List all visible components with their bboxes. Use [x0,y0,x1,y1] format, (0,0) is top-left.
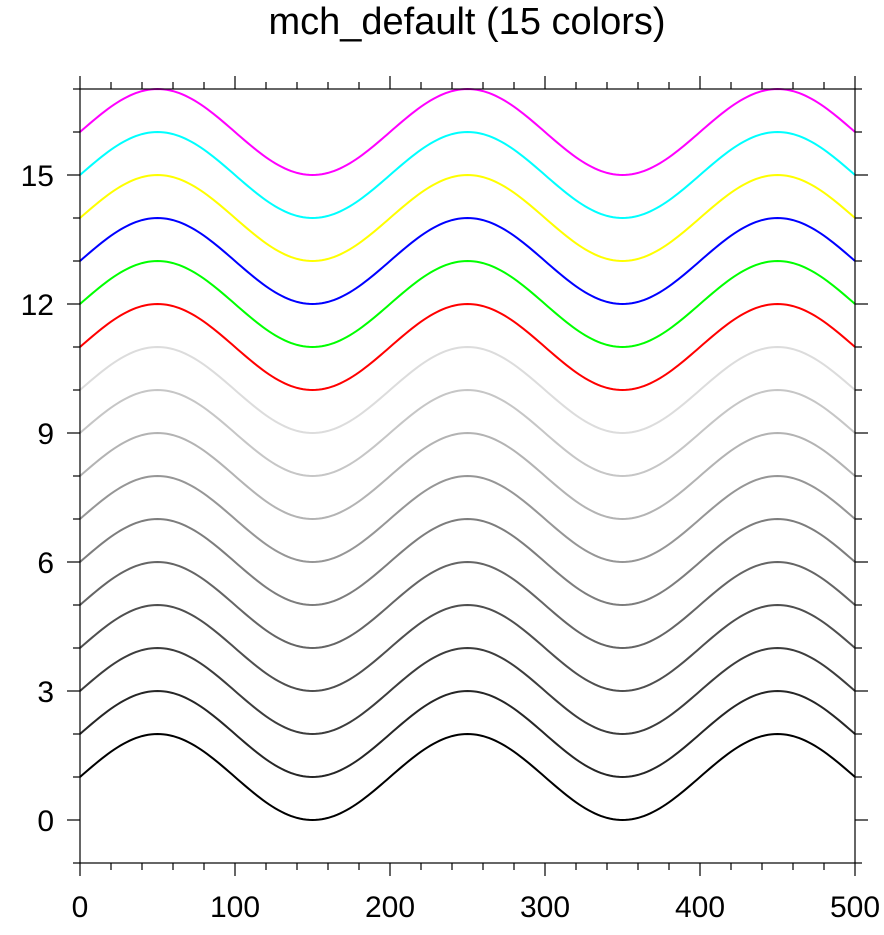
series-line-6 [79,517,856,607]
series-line-1 [79,732,856,822]
chart-title: mch_default (15 colors) [268,1,665,43]
x-tick-label: 500 [830,891,880,924]
series-line-11 [79,302,856,392]
series-line-4 [79,603,856,693]
series-group [79,87,856,822]
series-line-2 [79,689,856,779]
series-line-12 [79,259,856,349]
y-tick-label: 12 [21,289,54,322]
x-tick-label: 0 [72,891,89,924]
series-line-14 [79,173,856,263]
series-line-10 [79,345,856,435]
series-line-9 [79,388,856,478]
series-line-15 [79,130,856,220]
x-tick-label: 100 [210,891,260,924]
y-tick-label: 0 [37,805,54,838]
x-tick-label: 200 [365,891,415,924]
ticks-group [67,76,868,876]
series-line-5 [79,560,856,650]
y-tick-label: 3 [37,676,54,709]
y-tick-label: 9 [37,418,54,451]
series-line-13 [79,216,856,306]
series-line-8 [79,431,856,521]
x-tick-label: 300 [520,891,570,924]
x-tick-label: 400 [675,891,725,924]
series-line-7 [79,474,856,564]
series-line-3 [79,646,856,736]
y-tick-label: 15 [21,160,54,193]
tick-labels-group: 0 100 200 300 400 500 0 3 6 9 12 15 [21,160,880,924]
y-tick-label: 6 [37,547,54,580]
